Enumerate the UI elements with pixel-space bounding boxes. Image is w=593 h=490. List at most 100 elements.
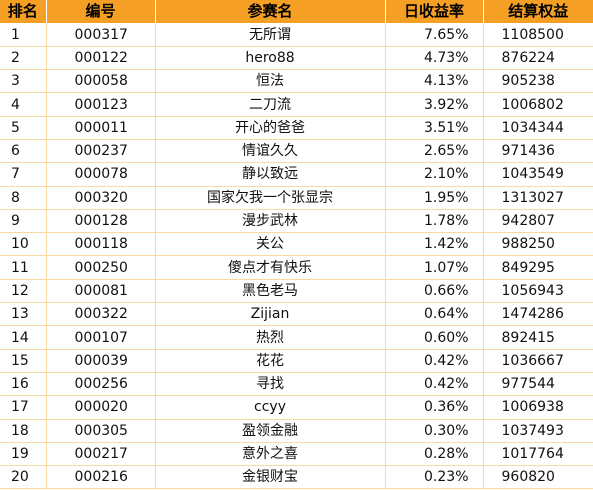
name-cell: 傻点才有快乐 xyxy=(155,255,386,280)
equity-cell: 849295 xyxy=(483,255,593,280)
equity-cell: 876224 xyxy=(483,46,593,71)
rate-cell: 0.23% xyxy=(385,465,484,490)
equity-cell: 1108500 xyxy=(483,23,593,47)
name-cell: 金银财宝 xyxy=(155,465,386,490)
equity-cell: 892415 xyxy=(483,325,593,350)
id-cell: 000118 xyxy=(46,232,156,257)
rank-cell: 1 xyxy=(0,23,47,47)
header-row: 排名 编号 参赛名 日收益率 结算权益 xyxy=(0,0,593,24)
rank-cell: 9 xyxy=(0,209,47,234)
table-row: 2 000122 hero88 4.73% 876224 xyxy=(0,46,593,71)
rank-cell: 17 xyxy=(0,395,47,420)
rate-cell: 4.13% xyxy=(385,69,484,94)
table-row: 11 000250 傻点才有快乐 1.07% 849295 xyxy=(0,255,593,280)
table-row: 8 000320 国家欠我一个张显宗 1.95% 1313027 xyxy=(0,186,593,210)
rank-cell: 11 xyxy=(0,255,47,280)
name-cell: ccyy xyxy=(155,395,386,420)
id-cell: 000011 xyxy=(46,116,156,140)
table-row: 14 000107 热烈 0.60% 892415 xyxy=(0,325,593,350)
table-row: 19 000217 意外之喜 0.28% 1017764 xyxy=(0,442,593,467)
rank-cell: 3 xyxy=(0,69,47,94)
table-row: 3 000058 恒法 4.13% 905238 xyxy=(0,69,593,94)
id-cell: 000039 xyxy=(46,349,156,373)
table-row: 16 000256 寻找 0.42% 977544 xyxy=(0,372,593,397)
name-cell: 热烈 xyxy=(155,325,386,350)
name-cell: 恒法 xyxy=(155,69,386,94)
equity-cell: 942807 xyxy=(483,209,593,234)
equity-cell: 1313027 xyxy=(483,186,593,210)
header-id: 编号 xyxy=(46,0,156,24)
table-row: 17 000020 ccyy 0.36% 1006938 xyxy=(0,395,593,420)
equity-cell: 1056943 xyxy=(483,279,593,304)
table-row: 5 000011 开心的爸爸 3.51% 1034344 xyxy=(0,116,593,140)
id-cell: 000320 xyxy=(46,186,156,210)
id-cell: 000317 xyxy=(46,23,156,47)
name-cell: 寻找 xyxy=(155,372,386,397)
rank-cell: 18 xyxy=(0,419,47,443)
equity-cell: 1034344 xyxy=(483,116,593,140)
table-row: 6 000237 情谊久久 2.65% 971436 xyxy=(0,139,593,164)
rate-cell: 0.64% xyxy=(385,302,484,327)
id-cell: 000107 xyxy=(46,325,156,350)
name-cell: 开心的爸爸 xyxy=(155,116,386,140)
id-cell: 000122 xyxy=(46,46,156,71)
id-cell: 000217 xyxy=(46,442,156,467)
rate-cell: 0.30% xyxy=(385,419,484,443)
id-cell: 000250 xyxy=(46,255,156,280)
rate-cell: 4.73% xyxy=(385,46,484,71)
table-row: 4 000123 二刀流 3.92% 1006802 xyxy=(0,92,593,117)
id-cell: 000078 xyxy=(46,162,156,187)
equity-cell: 1006938 xyxy=(483,395,593,420)
rank-cell: 10 xyxy=(0,232,47,257)
id-cell: 000305 xyxy=(46,419,156,443)
rank-cell: 14 xyxy=(0,325,47,350)
table-body: 1 000317 无所谓 7.65% 1108500 2 000122 hero88 4.73%… xyxy=(0,23,593,490)
rank-cell: 6 xyxy=(0,139,47,164)
id-cell: 000020 xyxy=(46,395,156,420)
name-cell: 二刀流 xyxy=(155,92,386,117)
table-row: 1 000317 无所谓 7.65% 1108500 xyxy=(0,23,593,47)
rate-cell: 3.51% xyxy=(385,116,484,140)
name-cell: 花花 xyxy=(155,349,386,373)
name-cell: 黑色老马 xyxy=(155,279,386,304)
rate-cell: 1.07% xyxy=(385,255,484,280)
rank-cell: 12 xyxy=(0,279,47,304)
name-cell: 情谊久久 xyxy=(155,139,386,164)
rate-cell: 0.42% xyxy=(385,349,484,373)
rate-cell: 0.28% xyxy=(385,442,484,467)
rank-cell: 15 xyxy=(0,349,47,373)
table-row: 20 000216 金银财宝 0.23% 960820 xyxy=(0,465,593,490)
table-row: 10 000118 关公 1.42% 988250 xyxy=(0,232,593,257)
rate-cell: 3.92% xyxy=(385,92,484,117)
table-row: 13 000322 Zijian 0.64% 1474286 xyxy=(0,302,593,327)
rank-cell: 19 xyxy=(0,442,47,467)
table-header: 排名 编号 参赛名 日收益率 结算权益 xyxy=(0,0,593,24)
table-row: 9 000128 漫步武林 1.78% 942807 xyxy=(0,209,593,234)
equity-cell: 988250 xyxy=(483,232,593,257)
id-cell: 000237 xyxy=(46,139,156,164)
id-cell: 000216 xyxy=(46,465,156,490)
equity-cell: 971436 xyxy=(483,139,593,164)
rank-cell: 2 xyxy=(0,46,47,71)
rate-cell: 1.78% xyxy=(385,209,484,234)
equity-cell: 905238 xyxy=(483,69,593,94)
id-cell: 000322 xyxy=(46,302,156,327)
name-cell: 静以致远 xyxy=(155,162,386,187)
rank-cell: 16 xyxy=(0,372,47,397)
equity-cell: 1043549 xyxy=(483,162,593,187)
header-name: 参赛名 xyxy=(155,0,386,24)
name-cell: 盈领金融 xyxy=(155,419,386,443)
table-row: 7 000078 静以致远 2.10% 1043549 xyxy=(0,162,593,187)
rate-cell: 0.36% xyxy=(385,395,484,420)
rate-cell: 2.10% xyxy=(385,162,484,187)
rank-cell: 20 xyxy=(0,465,47,490)
table-row: 15 000039 花花 0.42% 1036667 xyxy=(0,349,593,373)
id-cell: 000058 xyxy=(46,69,156,94)
id-cell: 000123 xyxy=(46,92,156,117)
table-row: 12 000081 黑色老马 0.66% 1056943 xyxy=(0,279,593,304)
name-cell: hero88 xyxy=(155,46,386,71)
equity-cell: 960820 xyxy=(483,465,593,490)
name-cell: 国家欠我一个张显宗 xyxy=(155,186,386,210)
rate-cell: 1.95% xyxy=(385,186,484,210)
